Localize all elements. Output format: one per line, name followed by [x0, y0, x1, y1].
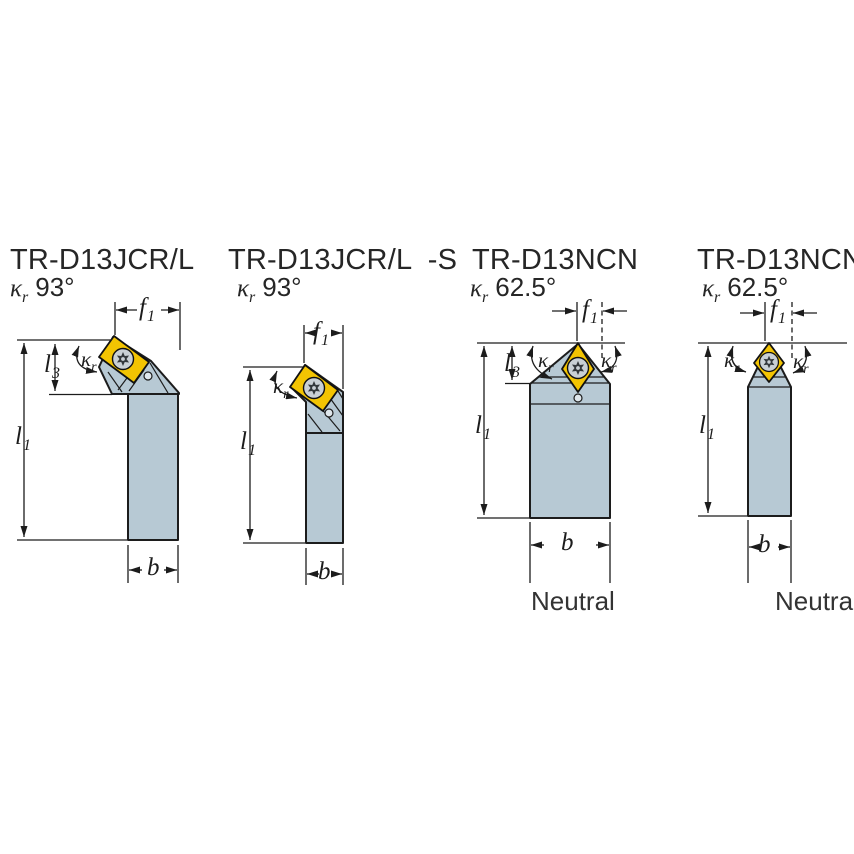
tool2-dimensions [243, 325, 344, 585]
tool2-title: TR-D13JCR/L -S [228, 244, 458, 276]
tool3-title: TR-D13NCN [472, 244, 639, 276]
tool3-kr-arrow-right [600, 345, 622, 373]
tool1-screw-icon [111, 347, 135, 371]
tool3-kr-label-left: κr [538, 348, 554, 377]
tool1-kr-label: κr [81, 347, 97, 376]
tool2-kr-arrow [269, 370, 298, 400]
tool4-drawing [698, 302, 847, 583]
tool3-l3-label: l3 [504, 350, 520, 381]
tool3-drawing [477, 302, 627, 583]
tool1-title: TR-D13JCR/L [10, 244, 195, 276]
tool2-shank [305, 432, 344, 544]
kappa-symbol: κ [10, 275, 22, 302]
tool2-drawing [243, 325, 344, 585]
tool3-screw-icon [566, 356, 590, 380]
tool1-drawing [17, 302, 181, 583]
tool4-l1-label: l1 [699, 412, 715, 443]
tool3-dimensions [477, 302, 627, 583]
tool4-kr-arrow-left [726, 345, 747, 373]
tool4-kr-arrow-right [792, 345, 812, 374]
tool4-f1-label: f1 [770, 296, 786, 327]
tool3-kr-arrow-left [526, 345, 553, 380]
kappa-symbol: κ [237, 275, 249, 302]
tool1-l3-label: l3 [44, 351, 60, 382]
tool2-entering-angle: κr 93° [237, 272, 302, 307]
tool1-l1-label: l1 [15, 423, 31, 454]
tool3-entering-angle: κr 62.5° [470, 272, 557, 307]
tool4-dimensions [698, 302, 847, 583]
tool2-kr-label: κr [273, 374, 289, 403]
tool3-b-label: b [561, 529, 574, 556]
kappa-symbol: κ [470, 275, 482, 302]
tool1-dimensions [17, 302, 181, 583]
tool4-kr-label-left: κr [724, 348, 740, 377]
tool4-b-label: b [758, 531, 771, 558]
tool1-kr-arrow [71, 345, 98, 374]
tool1-entering-angle: κr 93° [10, 272, 75, 307]
tool2-hole [324, 408, 334, 418]
tool3-hole [573, 393, 583, 403]
tool2-screw-icon [302, 376, 326, 400]
tool4-entering-angle: κr 62.5° [702, 272, 789, 307]
tool4-kr-label-right: κr [793, 349, 809, 378]
tool1-b-label: b [147, 554, 160, 581]
kappa-symbol: κ [702, 275, 714, 302]
tool2-f1-label: f1 [313, 318, 329, 349]
tool3-l1-label: l1 [475, 412, 491, 443]
tool2-l1-label: l1 [240, 428, 256, 459]
tool3-body [529, 343, 611, 519]
tool3-kr-label-right: κr [601, 348, 617, 377]
tool1-shank [127, 393, 179, 541]
tool4-title: TR-D13NCN-S [697, 244, 854, 276]
tool1-f1-label: f1 [139, 294, 155, 325]
tool2-b-label: b [318, 558, 331, 585]
tool4-screw-icon [758, 351, 780, 373]
tool4-style-label: Neutral [775, 586, 854, 616]
tool3-style-label: Neutral [531, 586, 615, 616]
tool1-hole [143, 371, 153, 381]
tool3-f1-label: f1 [582, 296, 598, 327]
